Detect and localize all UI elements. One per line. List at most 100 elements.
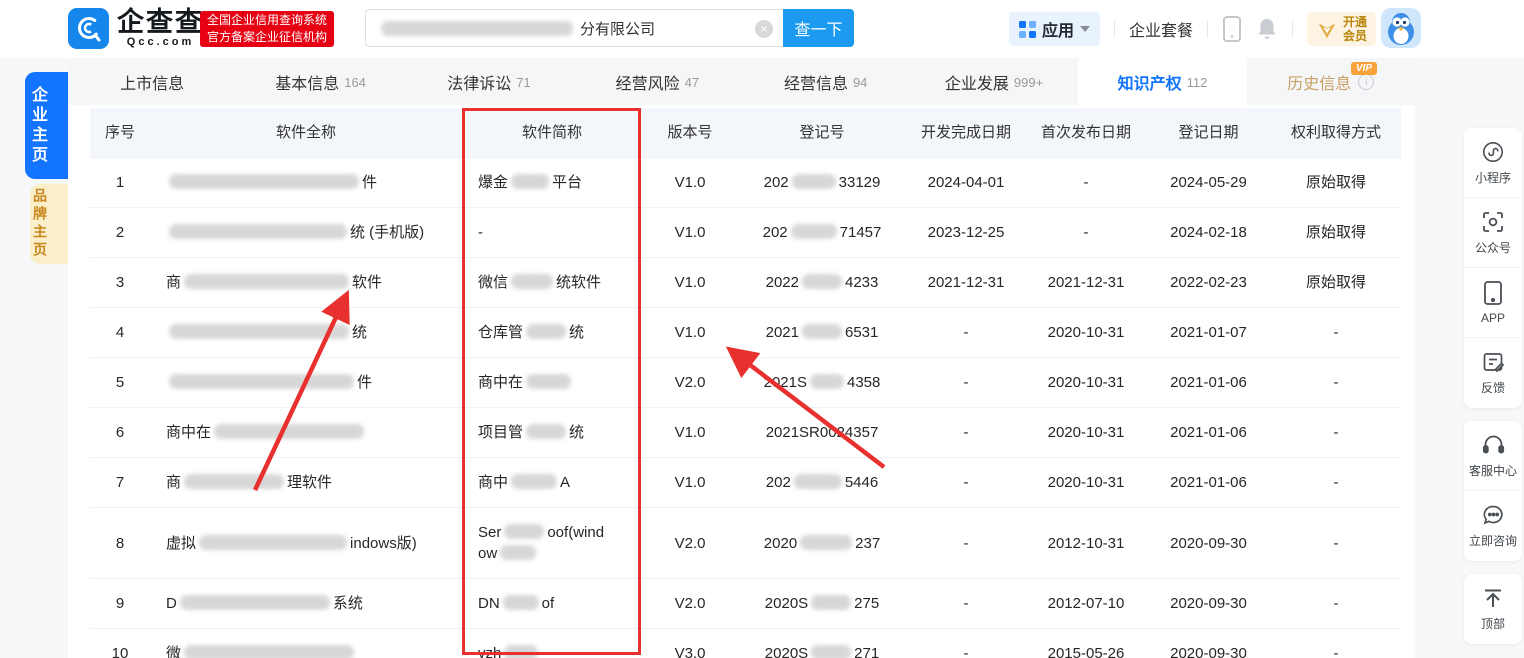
nav-tab[interactable]: 经营风险 47 [573, 58, 741, 105]
cell-dev: - [906, 578, 1026, 629]
nav-tab-count: 94 [852, 75, 868, 90]
cell-regd: 2022-02-23 [1146, 257, 1271, 308]
toolbar-item-公众号[interactable]: 公众号 [1464, 198, 1522, 268]
mobile-phone-icon[interactable] [1222, 16, 1242, 42]
cell-short: 仓库管 统 [462, 307, 642, 358]
nav-tab-label: 上市信息 [120, 75, 185, 93]
toolbar-item-反馈[interactable]: 反馈 [1464, 338, 1522, 408]
cell-text: 4233 [845, 274, 879, 291]
nav-tab-label: 基本信息 [275, 75, 340, 93]
cell-text: 项目管 [478, 424, 524, 441]
cell-line: 商中 A [478, 472, 634, 493]
cell-no: 9 [90, 578, 150, 629]
cell-text: 商中 [478, 474, 509, 491]
cell-no: 8 [90, 507, 150, 579]
toolbar-item-立即咨询[interactable]: 立即咨询 [1464, 491, 1522, 561]
cell-reg: 2021S 4358 [738, 357, 906, 408]
qcc-logo[interactable]: 企查查 Qcc.com [68, 8, 204, 49]
cell-text: 2020S [764, 645, 809, 658]
left-tab-brand[interactable]: 品牌主页 [30, 184, 68, 264]
vip-badge: VIP [1350, 62, 1377, 75]
enterprise-package-link[interactable]: 企业套餐 [1128, 23, 1193, 40]
cell-reg: 2020S 271 [738, 628, 906, 658]
table-row: 5 件商中在 V2.0 2021S 4358-2020-10-31 2021-01-06- [90, 357, 1401, 408]
divider [1113, 20, 1115, 38]
nav-tab-label: 经营风险 [615, 75, 680, 93]
cell-text: 统 [569, 324, 585, 341]
cell-dev: - [906, 507, 1026, 579]
cell-no: 1 [90, 157, 150, 208]
cell-short: 商中 A [462, 457, 642, 508]
redacted-text [184, 645, 355, 658]
vip-crown-icon [1318, 23, 1336, 39]
cell-text: - [478, 224, 483, 241]
redacted-text [504, 645, 539, 658]
left-tab-enterprise[interactable]: 企业主页 [25, 72, 68, 179]
tab-bar: 上市信息 基本信息 164 法律诉讼 71 经营风险 47 经营信息 94 企业发展 999+ 知识产… [68, 58, 1415, 105]
toolbar-item-APP[interactable]: APP [1464, 268, 1522, 338]
table-header-row: 序号 软件全称 软件简称 版本号 登记号 开发完成日期 首次发布日期 登记日期 权利取得方式 [90, 108, 1401, 158]
user-avatar[interactable] [1381, 8, 1421, 48]
cell-line: 统 [166, 322, 454, 343]
redacted-text [511, 274, 554, 289]
cell-full: 件 [150, 357, 462, 408]
search-input[interactable]: 分有限公司 × [365, 9, 783, 47]
nav-tab[interactable]: 历史信息 VIP i [1247, 58, 1415, 105]
info-icon[interactable]: i [1358, 73, 1375, 90]
nav-tab-count: 999+ [1013, 75, 1044, 90]
nav-tab[interactable]: 经营信息 94 [742, 58, 910, 105]
nav-tab-label: 企业发展 [944, 75, 1009, 93]
cell-line: 项目管 统 [478, 422, 634, 443]
cell-text: 微 [166, 645, 182, 658]
cell-dev: - [906, 307, 1026, 358]
toolbar-item-label: 小程序 [1474, 170, 1511, 185]
cell-line: 虚拟 indows版) [166, 533, 454, 554]
toolbar-item-客服中心[interactable]: 客服中心 [1464, 421, 1522, 491]
cell-text: 件 [362, 174, 378, 191]
cell-line: 2021SR0024357 [746, 422, 898, 443]
top-header: 企查查 Qcc.com 全国企业信用查询系统 官方备案企业征信机构 分有限公司 … [0, 0, 1524, 58]
nav-tab[interactable]: 企业发展 999+ [910, 58, 1078, 105]
cell-text: 商 [166, 474, 182, 491]
toolbar-item-小程序[interactable]: 小程序 [1464, 128, 1522, 198]
cell-reg: 2021SR0024357 [738, 407, 906, 458]
nav-tab[interactable]: 法律诉讼 71 [405, 58, 573, 105]
cell-method: - [1271, 628, 1401, 658]
apps-menu-button[interactable]: 应用 [1008, 12, 1100, 46]
qcc-logo-icon [68, 8, 109, 49]
clear-search-icon[interactable]: × [755, 20, 773, 38]
qr-scan-icon [1481, 210, 1505, 234]
cell-regd: 2020-09-30 [1146, 628, 1271, 658]
column-header: 权利取得方式 [1271, 108, 1401, 158]
cell-ver: V1.0 [642, 407, 738, 458]
open-vip-button[interactable]: 开通 会员 [1306, 12, 1376, 46]
cell-text: 2022 [765, 274, 799, 291]
cell-no: 5 [90, 357, 150, 408]
notification-bell-icon[interactable] [1256, 17, 1278, 41]
search-button[interactable]: 查一下 [783, 9, 854, 47]
nav-tab[interactable]: 基本信息 164 [236, 58, 404, 105]
cell-line: - [478, 222, 634, 243]
redacted-text [504, 524, 545, 539]
cell-line: 202 33129 [746, 172, 898, 193]
cell-text: 统 (手机版) [350, 224, 425, 241]
cell-regd: 2024-05-29 [1146, 157, 1271, 208]
cell-method: - [1271, 407, 1401, 458]
table-row: 1 件 爆金 平台 V1.0 202 33129 2024-04-01-2024-05-29 原… [90, 157, 1401, 208]
nav-tab[interactable]: 知识产权 112 [1078, 58, 1247, 105]
cell-reg: 202 33129 [738, 157, 906, 208]
toolbar-item-label: 反馈 [1480, 381, 1505, 395]
cell-short: - [462, 207, 642, 258]
toolbar-item-顶部[interactable]: 顶部 [1464, 574, 1522, 644]
cell-full: 商 理软件 [150, 457, 462, 508]
cell-full: 微 [150, 628, 462, 658]
cell-text: 5446 [844, 474, 879, 491]
toolbar-group: 客服中心 立即咨询 [1464, 421, 1522, 561]
cell-pub: 2020-10-31 [1026, 457, 1146, 508]
redacted-text [199, 534, 348, 550]
cell-ver: V1.0 [642, 307, 738, 358]
redacted-text [802, 274, 842, 289]
nav-tab[interactable]: 上市信息 [68, 58, 236, 105]
toolbar-group: 顶部 [1464, 574, 1522, 644]
cell-text: 237 [855, 534, 881, 552]
